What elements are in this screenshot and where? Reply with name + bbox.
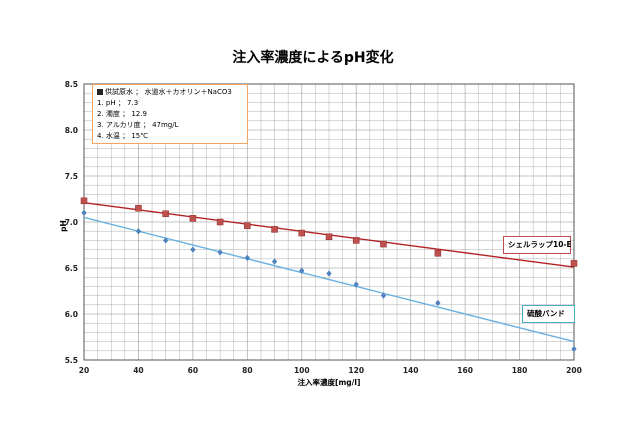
y-tick-label: 7.5: [65, 172, 78, 181]
data-point-diamond: [135, 228, 142, 235]
data-point-square: [352, 237, 360, 244]
data-point-square: [135, 204, 142, 212]
series-label-shellwrap: シェルラップ10-E: [503, 236, 572, 254]
data-point-diamond: [380, 292, 387, 299]
data-point-diamond: [353, 281, 359, 288]
y-tick-label: 7.0: [65, 218, 78, 227]
data-point-diamond: [271, 258, 278, 265]
data-point-square: [216, 218, 224, 226]
x-tick-label: 80: [242, 366, 252, 375]
data-point-diamond: [299, 267, 305, 274]
x-tick-label: 60: [188, 366, 198, 375]
data-point-square: [298, 229, 306, 237]
data-point-diamond: [163, 237, 169, 244]
x-tick-label: 120: [348, 366, 364, 375]
x-tick-label: 160: [457, 366, 473, 375]
data-point-diamond: [435, 299, 441, 307]
y-tick-label: 6.0: [65, 310, 78, 319]
data-point-square: [325, 233, 333, 240]
source-water-info-box: 供試原水 ； 水道水＋カオリン＋NaCO3 1. pH ； 7.3 2. 濁度 …: [92, 84, 248, 144]
data-point-square: [189, 215, 197, 222]
data-point-diamond: [244, 254, 250, 262]
data-point-square: [271, 226, 278, 233]
data-point-square: [380, 240, 387, 248]
data-point-diamond: [571, 345, 577, 353]
y-tick-label: 6.5: [65, 264, 78, 273]
y-tick-labels: 5.5 6.0 6.5 7.0 7.5 8.0 8.5: [65, 80, 78, 365]
y-tick-label: 5.5: [65, 356, 78, 365]
info-line: 3. アルカリ度 ； 47mg/L: [97, 121, 179, 129]
data-point-diamond: [81, 209, 87, 216]
x-tick-label: 180: [512, 366, 528, 375]
info-heading-row: 供試原水 ； 水道水＋カオリン＋NaCO3: [97, 87, 243, 98]
x-tick-labels: 20 40 60 80 100 120 140 160 180 200: [79, 366, 582, 375]
info-line: 2. 濁度 ； 12.9: [97, 110, 147, 118]
data-points: [80, 197, 578, 353]
data-point-square: [570, 260, 578, 267]
y-tick-label: 8.5: [65, 80, 78, 89]
y-tick-label: 8.0: [65, 126, 78, 135]
x-tick-label: 100: [294, 366, 310, 375]
data-point-diamond: [326, 270, 332, 277]
data-point-square: [244, 222, 251, 229]
data-point-square: [434, 250, 442, 257]
square-bullet-icon: [97, 88, 103, 95]
data-point-square: [80, 197, 88, 205]
info-line: 4. 水温 ； 15℃: [97, 132, 149, 140]
info-line: 1. pH ； 7.3: [97, 99, 139, 107]
series-label-alum: 硫酸バンド: [522, 305, 575, 323]
data-point-diamond: [190, 246, 196, 253]
x-tick-label: 140: [403, 366, 419, 375]
info-heading: 供試原水 ； 水道水＋カオリン＋NaCO3: [105, 88, 232, 96]
x-tick-label: 20: [79, 366, 89, 375]
x-tick-label: 200: [566, 366, 582, 375]
x-axis-label: 注入率濃度[mg/l]: [298, 377, 361, 387]
y-axis-label: pH: [59, 220, 68, 232]
chart-title: 注入率濃度によるpH変化: [232, 49, 393, 66]
data-point-square: [162, 210, 169, 217]
data-point-diamond: [217, 249, 223, 256]
x-tick-label: 40: [133, 366, 143, 375]
plot-area-border: [83, 83, 575, 361]
